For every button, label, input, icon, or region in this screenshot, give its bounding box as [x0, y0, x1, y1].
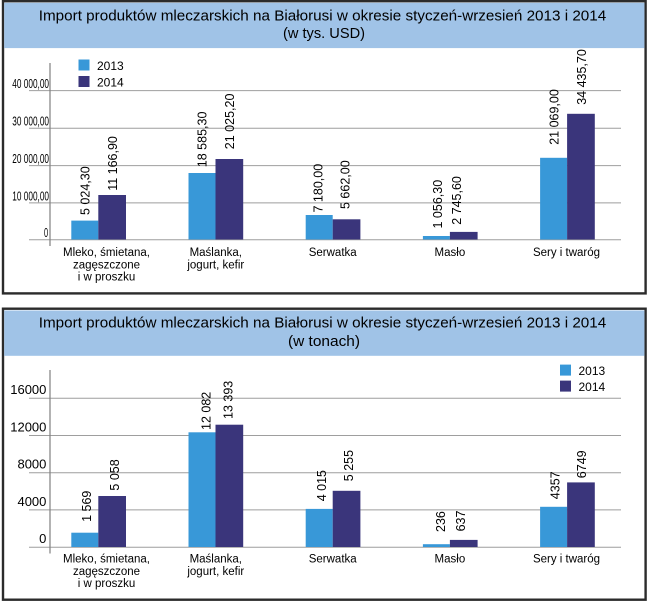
svg-text:40 000,00: 40 000,00 [12, 76, 49, 91]
svg-text:5 058: 5 058 [108, 459, 122, 490]
svg-text:21 069,00: 21 069,00 [547, 89, 561, 145]
svg-text:5 662,00: 5 662,00 [338, 160, 352, 209]
svg-text:5 024,30: 5 024,30 [79, 166, 93, 215]
svg-text:1 056,30: 1 056,30 [431, 180, 445, 229]
svg-text:jogurt, kefir: jogurt, kefir [186, 566, 244, 578]
svg-text:2014: 2014 [97, 75, 124, 89]
svg-text:34 435,70: 34 435,70 [575, 49, 589, 105]
svg-text:zagęszczone: zagęszczone [73, 259, 140, 271]
svg-text:0: 0 [44, 225, 48, 240]
svg-text:Mleko, śmietana,: Mleko, śmietana, [63, 554, 150, 566]
svg-text:jogurt, kefir: jogurt, kefir [186, 259, 244, 271]
svg-text:20 000,00: 20 000,00 [12, 151, 49, 166]
svg-text:637: 637 [454, 510, 468, 531]
svg-text:Maślanka,: Maślanka, [190, 247, 242, 259]
svg-text:18 585,30: 18 585,30 [196, 112, 210, 168]
svg-text:16000: 16000 [10, 382, 46, 397]
svg-text:i w proszku: i w proszku [78, 578, 136, 590]
svg-text:12000: 12000 [10, 420, 46, 435]
svg-text:2014: 2014 [579, 380, 606, 394]
svg-text:6749: 6749 [575, 450, 589, 478]
svg-text:4 015: 4 015 [315, 470, 329, 501]
svg-text:13 393: 13 393 [222, 381, 236, 419]
svg-text:2013: 2013 [97, 59, 124, 73]
svg-text:Maślanka,: Maślanka, [190, 554, 242, 566]
svg-text:Sery i twaróg: Sery i twaróg [533, 554, 600, 566]
svg-text:1 569: 1 569 [80, 491, 94, 522]
svg-text:Mleko, śmietana,: Mleko, śmietana, [63, 247, 150, 259]
svg-text:0: 0 [39, 531, 46, 546]
svg-text:i w proszku: i w proszku [78, 272, 136, 284]
svg-text:21 025,20: 21 025,20 [223, 94, 237, 150]
svg-text:4000: 4000 [17, 494, 46, 509]
svg-text:11 166,90: 11 166,90 [106, 136, 120, 191]
svg-text:(w tonach): (w tonach) [288, 334, 360, 350]
svg-text:Import produktów mleczarskich: Import produktów mleczarskich na Białoru… [39, 8, 607, 24]
svg-text:Sery i twaróg: Sery i twaróg [533, 247, 600, 259]
svg-text:Masło: Masło [435, 554, 466, 566]
svg-text:zagęszczone: zagęszczone [73, 566, 140, 578]
svg-text:236: 236 [434, 511, 448, 532]
svg-text:5 255: 5 255 [342, 450, 356, 481]
svg-text:Serwatka: Serwatka [309, 247, 358, 259]
svg-text:10 000,00: 10 000,00 [12, 188, 49, 203]
svg-text:Import produktów mleczarskich: Import produktów mleczarskich na Białoru… [39, 316, 607, 332]
svg-text:8000: 8000 [17, 457, 46, 472]
svg-text:2 745,60: 2 745,60 [450, 176, 464, 225]
svg-text:Serwatka: Serwatka [309, 554, 358, 566]
svg-text:4357: 4357 [548, 471, 562, 499]
svg-text:(w tys. USD): (w tys. USD) [283, 26, 365, 42]
svg-text:7 180,00: 7 180,00 [311, 164, 325, 213]
svg-text:30 000,00: 30 000,00 [12, 114, 49, 129]
svg-text:12 082: 12 082 [200, 392, 214, 430]
svg-text:Masło: Masło [435, 247, 466, 259]
svg-text:2013: 2013 [579, 364, 606, 378]
